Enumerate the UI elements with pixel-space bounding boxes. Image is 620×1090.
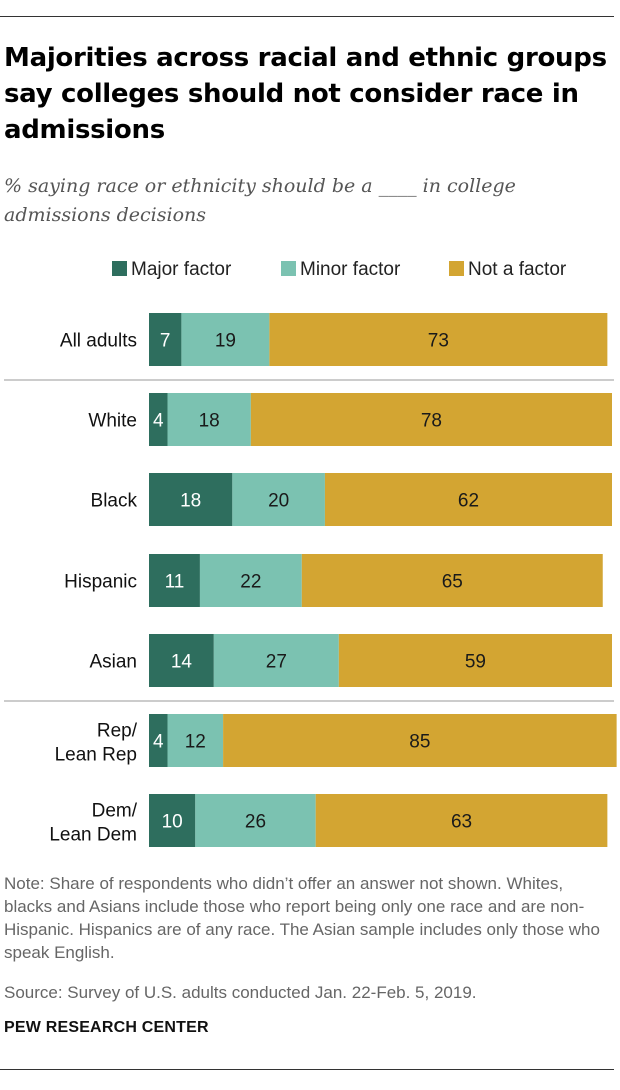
bar-segment-minor-factor — [167, 393, 251, 446]
row-label-rep-lean-rep: Rep/Lean Rep — [55, 721, 138, 766]
bar-value-not-a-factor: 65 — [442, 572, 463, 593]
top-rule — [0, 16, 614, 17]
bar-value-not-a-factor: 73 — [428, 331, 449, 352]
bar-segment-major-factor — [149, 473, 233, 526]
bar-segment-not-a-factor — [338, 634, 612, 687]
bar-value-minor-factor: 20 — [268, 491, 289, 512]
legend-label-major-factor: Major factor — [131, 259, 232, 280]
bar-value-minor-factor: 12 — [185, 732, 206, 753]
bar-segment-major-factor — [149, 393, 168, 446]
legend-label-not-a-factor: Not a factor — [468, 259, 567, 280]
row-label-line: Lean Dem — [49, 825, 137, 846]
bar-row-hispanic: Hispanic 11 22 65 — [64, 554, 603, 607]
bar-row-asian: Asian 14 27 59 — [89, 634, 612, 687]
bar-row-dem-lean-dem: Dem/Lean Dem 10 26 63 — [49, 794, 608, 847]
bar-segment-minor-factor — [167, 714, 224, 767]
legend-swatch-minor-factor — [281, 261, 296, 276]
chart-legend: Major factor Minor factor Not a factor — [112, 259, 567, 280]
row-label-line: Lean Rep — [55, 745, 137, 766]
group-separators — [4, 379, 614, 702]
bar-value-not-a-factor: 59 — [465, 652, 486, 673]
brand-logo-text: PEW RESEARCH CENTER — [4, 1019, 209, 1036]
legend-swatch-not-a-factor — [449, 261, 464, 276]
bar-value-minor-factor: 27 — [266, 652, 287, 673]
bar-segment-major-factor — [149, 714, 168, 767]
chart-note: Note: Share of respondents who didn’t of… — [4, 874, 600, 962]
chart-title: Majorities across racial and ethnic grou… — [4, 43, 607, 145]
bar-segment-minor-factor — [195, 794, 316, 847]
bar-value-not-a-factor: 62 — [458, 491, 479, 512]
bar-segment-not-a-factor — [250, 393, 613, 446]
bar-segment-major-factor — [149, 554, 200, 607]
chart-rows: All adults 7 19 73 White 4 18 78 Black 18 20 62 Hisp… — [49, 313, 617, 847]
bar-value-minor-factor: 22 — [240, 572, 261, 593]
bar-value-major-factor: 4 — [153, 411, 164, 432]
bar-value-major-factor: 4 — [153, 732, 164, 753]
bar-segment-minor-factor — [199, 554, 302, 607]
bar-segment-not-a-factor — [324, 473, 612, 526]
bar-value-not-a-factor: 63 — [451, 812, 472, 833]
row-label-white: White — [88, 411, 137, 432]
bar-value-major-factor: 18 — [180, 491, 201, 512]
row-label-line: Dem/ — [92, 801, 138, 822]
bottom-rule — [0, 1069, 614, 1070]
bar-row-all-adults: All adults 7 19 73 — [60, 313, 608, 366]
row-label-asian: Asian — [89, 652, 137, 673]
bar-value-minor-factor: 18 — [199, 411, 220, 432]
row-label-all-adults: All adults — [60, 331, 137, 352]
bar-value-major-factor: 7 — [160, 331, 171, 352]
stacked-bar-chart: Major factor Minor factor Not a factor All… — [4, 259, 617, 847]
row-label-dem-lean-dem: Dem/Lean Dem — [49, 801, 137, 846]
bar-row-white: White 4 18 78 — [88, 393, 613, 446]
bar-segment-not-a-factor — [269, 313, 608, 366]
bar-segment-minor-factor — [213, 634, 339, 687]
bar-segment-minor-factor — [232, 473, 325, 526]
bar-segment-not-a-factor — [223, 714, 617, 767]
row-label-hispanic: Hispanic — [64, 572, 137, 593]
bar-value-not-a-factor: 85 — [409, 732, 430, 753]
bar-value-major-factor: 11 — [165, 572, 185, 593]
bar-segment-major-factor — [149, 634, 214, 687]
legend-swatch-major-factor — [112, 261, 127, 276]
bar-value-not-a-factor: 78 — [421, 411, 442, 432]
row-label-line: Rep/ — [97, 721, 138, 742]
bar-value-major-factor: 14 — [171, 652, 193, 673]
bar-row-black: Black 18 20 62 — [91, 473, 612, 526]
chart-source: Source: Survey of U.S. adults conducted … — [4, 983, 477, 1002]
bar-segment-major-factor — [149, 794, 196, 847]
bar-segment-major-factor — [149, 313, 182, 366]
legend-label-minor-factor: Minor factor — [300, 259, 401, 280]
bar-value-major-factor: 10 — [162, 812, 183, 833]
bar-segment-minor-factor — [181, 313, 270, 366]
bar-row-rep-lean-rep: Rep/Lean Rep 4 12 85 — [55, 714, 617, 767]
bar-segment-not-a-factor — [301, 554, 603, 607]
bar-segment-not-a-factor — [315, 794, 608, 847]
row-label-black: Black — [91, 491, 138, 512]
chart-subtitle: % saying race or ethnicity should be a _… — [4, 175, 516, 226]
bar-value-minor-factor: 19 — [215, 331, 236, 352]
bar-value-minor-factor: 26 — [245, 812, 266, 833]
